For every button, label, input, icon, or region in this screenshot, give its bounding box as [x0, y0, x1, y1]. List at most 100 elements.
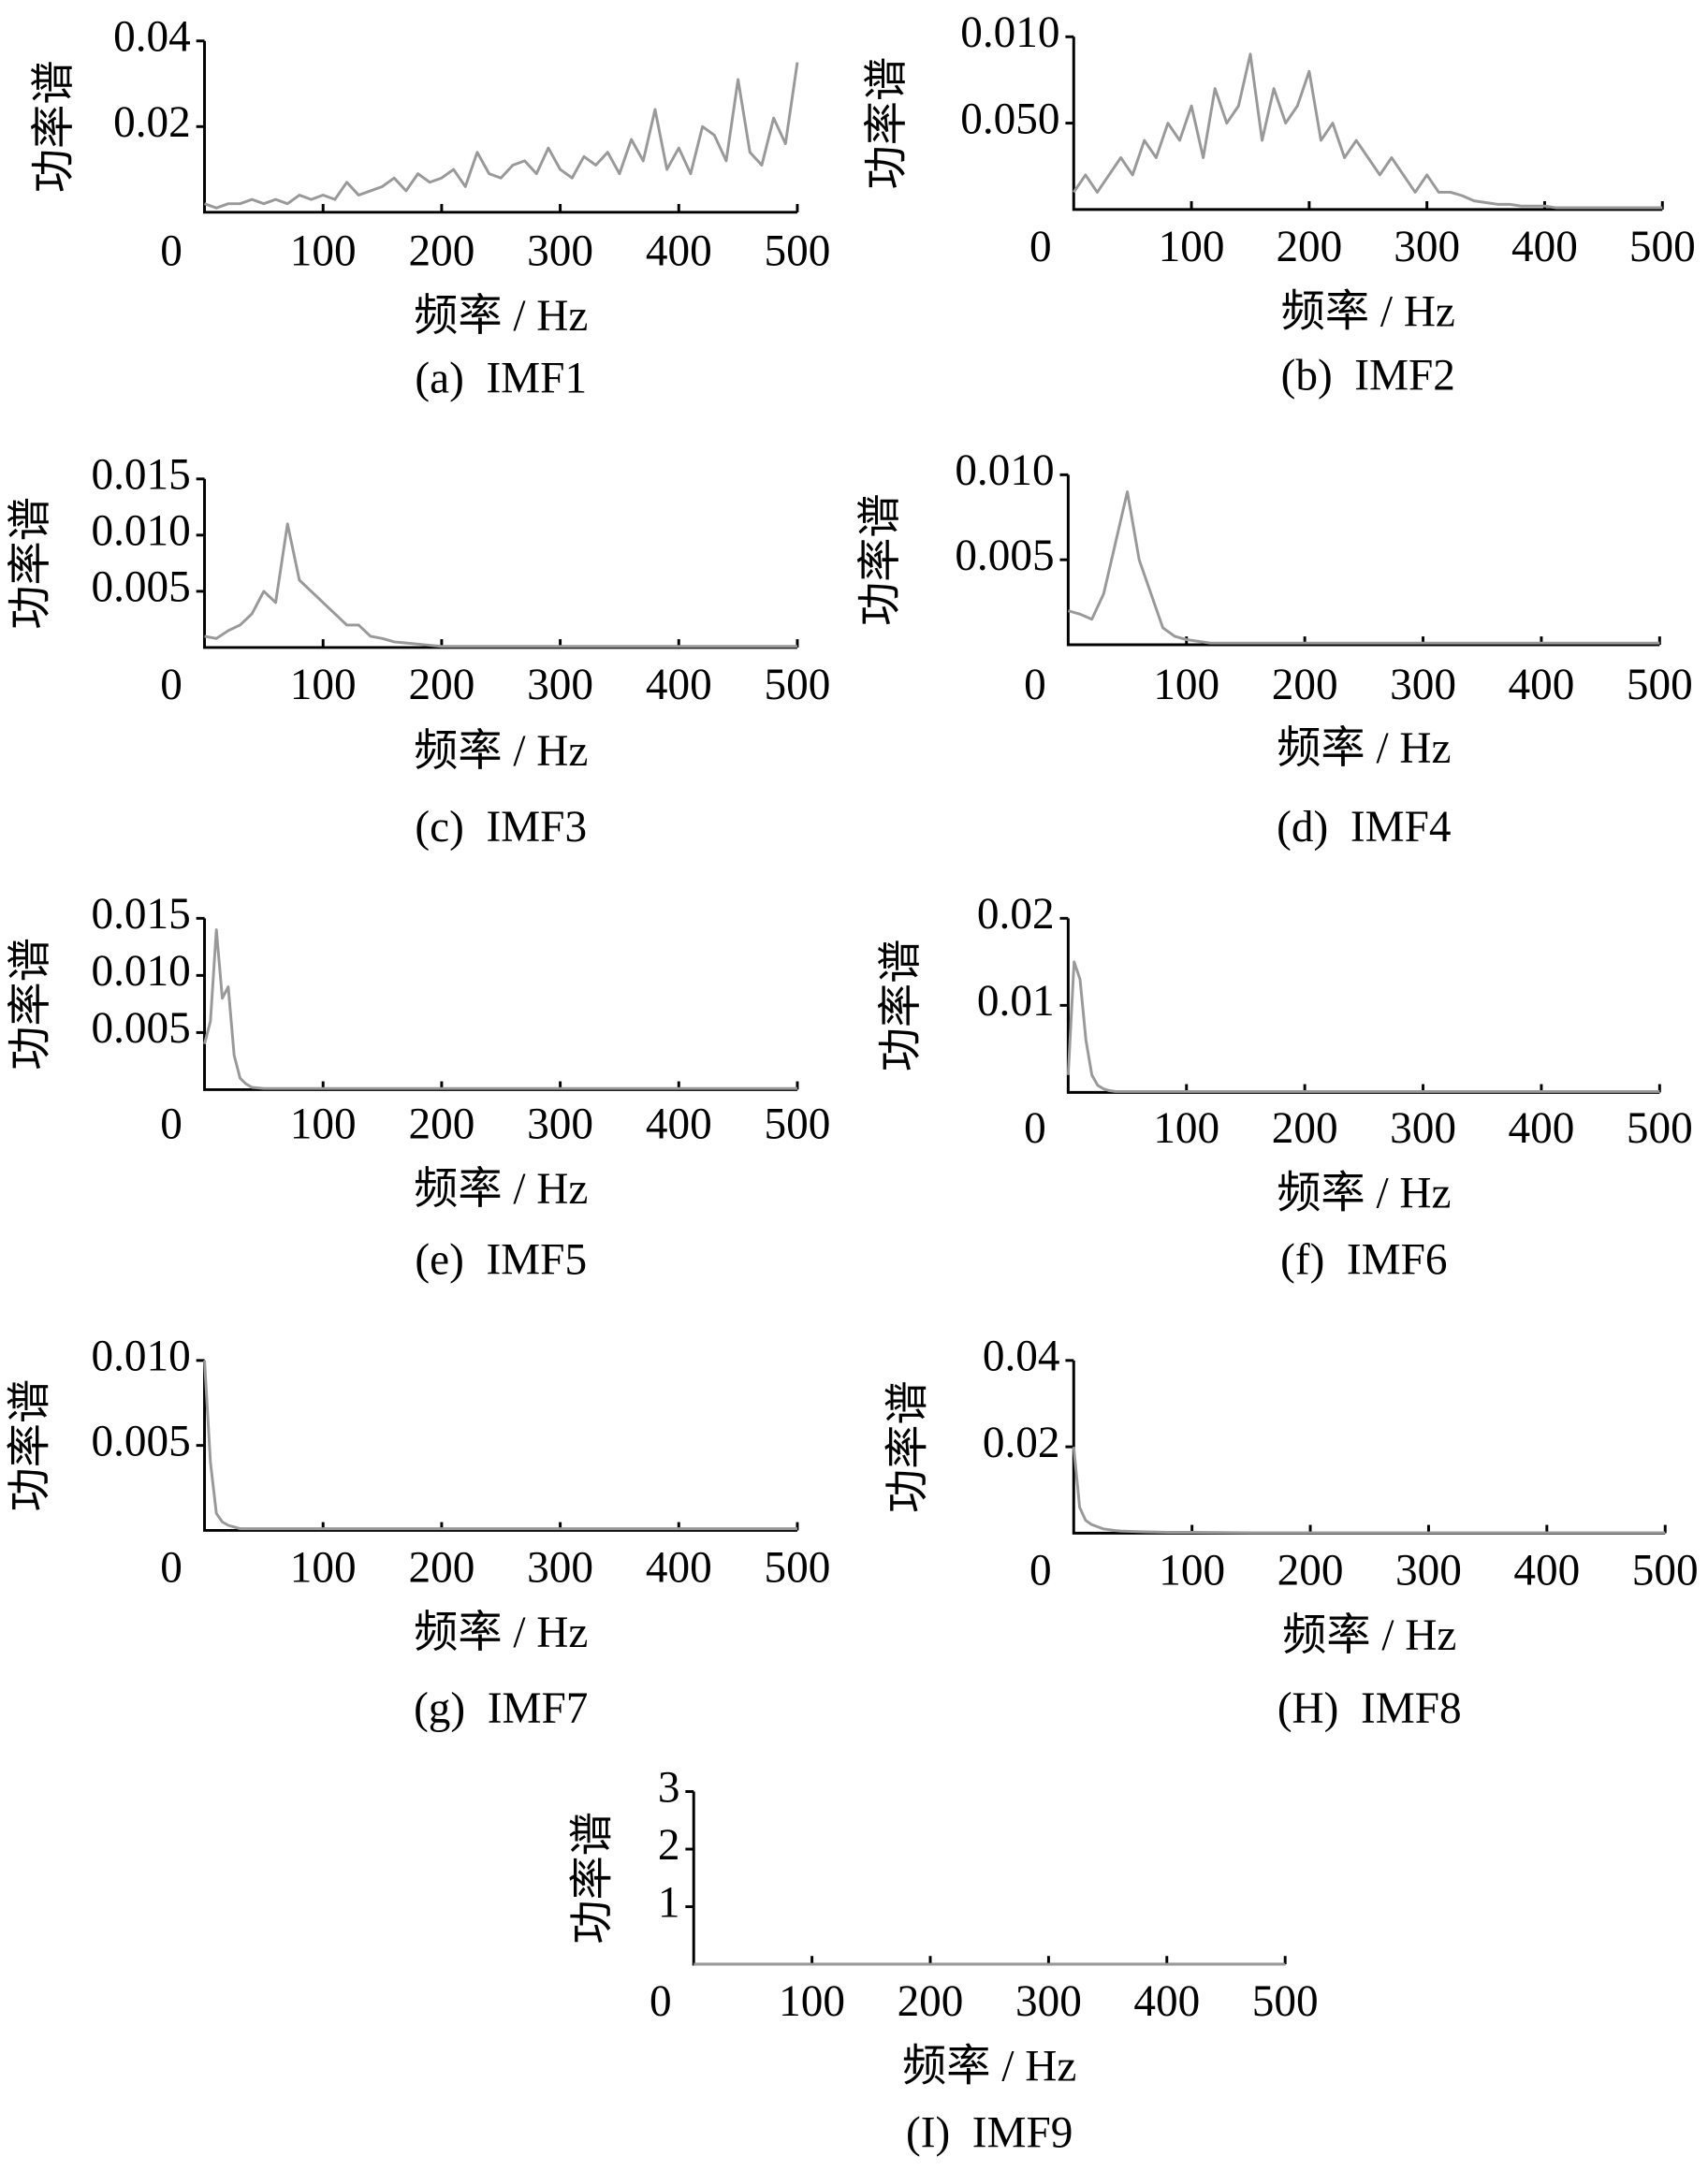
y-tick-label: 2 [658, 1821, 680, 1870]
x-tick-label: 0 [1024, 1104, 1046, 1153]
x-axis-label: 频率 / Hz [902, 2043, 1076, 2091]
x-tick-label: 0 [160, 661, 182, 709]
x-tick-label: 400 [1133, 1977, 1200, 2026]
axes [1072, 1360, 1666, 1535]
x-axis-label: 频率 / Hz [414, 727, 588, 776]
x-tick-label: 200 [898, 1977, 964, 2026]
axes [1066, 474, 1660, 647]
y-tick-label: 0.005 [91, 1004, 190, 1053]
y-axis-label: 功率谱 [856, 493, 905, 626]
y-tick-label: 0.010 [955, 446, 1054, 495]
x-tick-label: 100 [290, 226, 357, 275]
x-tick-label: 400 [1509, 1104, 1575, 1153]
x-tick-label: 400 [646, 661, 712, 709]
y-tick-label: 0.02 [113, 98, 191, 147]
spectrum-line [1067, 490, 1660, 645]
y-tick-label: 0.015 [91, 451, 190, 500]
axes [203, 918, 797, 1091]
x-tick-label: 0 [650, 1977, 672, 2026]
x-tick-label: 0 [160, 1100, 182, 1149]
caption: (c) IMF3 [415, 803, 587, 852]
y-axis-label: 功率谱 [7, 938, 55, 1071]
x-tick-label: 200 [408, 1100, 474, 1149]
x-tick-label: 200 [408, 226, 474, 275]
x-tick-label: 200 [1277, 1547, 1344, 1595]
caption: (b) IMF2 [1281, 351, 1455, 400]
x-tick-label: 400 [1513, 1547, 1580, 1595]
x-tick-label: 300 [1390, 1104, 1456, 1153]
x-axis-label: 频率 / Hz [414, 1165, 588, 1214]
axes [1066, 918, 1660, 1094]
x-tick-label: 400 [646, 1544, 712, 1593]
axes [203, 1360, 797, 1532]
y-tick-label: 0.01 [977, 977, 1055, 1026]
y-tick-label: 0.010 [91, 947, 190, 996]
x-tick-label: 400 [1511, 223, 1578, 271]
x-tick-label: 500 [765, 1544, 831, 1593]
x-tick-label: 400 [1509, 661, 1575, 709]
caption: (a) IMF1 [415, 354, 587, 402]
x-axis-label: 频率 / Hz [1277, 724, 1451, 773]
y-tick-label: 0.010 [960, 8, 1059, 57]
x-tick-label: 300 [527, 1544, 593, 1593]
x-tick-label: 200 [408, 661, 474, 709]
y-axis-label: 功率谱 [7, 497, 55, 630]
y-tick-label: 0.050 [960, 95, 1059, 143]
y-axis-label: 功率谱 [863, 57, 912, 190]
y-tick-label: 0.010 [91, 1333, 190, 1381]
y-tick-label: 0.005 [91, 563, 190, 612]
caption: (f) IMF6 [1280, 1235, 1447, 1284]
x-tick-label: 0 [1029, 223, 1052, 271]
x-tick-label: 0 [1029, 1547, 1052, 1595]
axes [692, 1791, 1286, 1966]
x-tick-label: 300 [1390, 661, 1456, 709]
x-tick-label: 200 [1272, 661, 1338, 709]
x-tick-label: 100 [779, 1977, 845, 2026]
x-tick-label: 400 [646, 226, 712, 275]
x-tick-label: 200 [1272, 1104, 1338, 1153]
x-tick-label: 300 [1394, 223, 1460, 271]
spectrum-line [203, 1360, 797, 1531]
x-tick-label: 0 [160, 1544, 182, 1593]
x-tick-label: 100 [290, 1544, 357, 1593]
caption: (I) IMF9 [906, 2108, 1073, 2157]
x-tick-label: 500 [1252, 1977, 1319, 2026]
x-tick-label: 500 [1632, 1547, 1699, 1595]
y-axis-label: 功率谱 [883, 1380, 932, 1513]
x-tick-label: 100 [1153, 661, 1219, 709]
x-axis-label: 频率 / Hz [414, 1609, 588, 1657]
x-axis-label: 频率 / Hz [1277, 1169, 1451, 1217]
x-tick-label: 400 [646, 1100, 712, 1149]
y-tick-label: 0.04 [113, 13, 191, 62]
x-tick-label: 500 [1627, 661, 1693, 709]
x-tick-label: 100 [1159, 1547, 1225, 1595]
spectrum-line [1072, 1446, 1666, 1535]
spectrum-line [204, 62, 799, 210]
x-tick-label: 300 [527, 1100, 593, 1149]
y-tick-label: 3 [658, 1763, 680, 1812]
x-tick-label: 500 [765, 226, 831, 275]
x-tick-label: 500 [765, 661, 831, 709]
y-tick-label: 0.02 [977, 890, 1055, 939]
x-tick-label: 100 [290, 661, 357, 709]
x-tick-label: 0 [160, 226, 182, 275]
x-axis-label: 频率 / Hz [414, 292, 588, 341]
x-tick-label: 300 [1395, 1547, 1462, 1595]
spectrum-line [1073, 52, 1663, 210]
axes [1072, 36, 1663, 211]
x-tick-label: 100 [290, 1100, 357, 1149]
x-tick-label: 200 [1276, 223, 1342, 271]
axes [203, 40, 797, 214]
x-tick-label: 100 [1159, 223, 1225, 271]
y-tick-label: 0.005 [955, 532, 1054, 580]
spectrum-line [204, 522, 797, 648]
y-axis-label: 功率谱 [569, 1812, 618, 1945]
x-tick-label: 500 [1629, 223, 1696, 271]
y-tick-label: 0.015 [91, 890, 190, 939]
caption: (e) IMF5 [415, 1235, 587, 1284]
x-tick-label: 0 [1024, 661, 1046, 709]
x-axis-label: 频率 / Hz [1281, 287, 1455, 336]
y-tick-label: 1 [658, 1878, 680, 1927]
spectrum-line [1066, 960, 1660, 1093]
axes [203, 478, 797, 649]
